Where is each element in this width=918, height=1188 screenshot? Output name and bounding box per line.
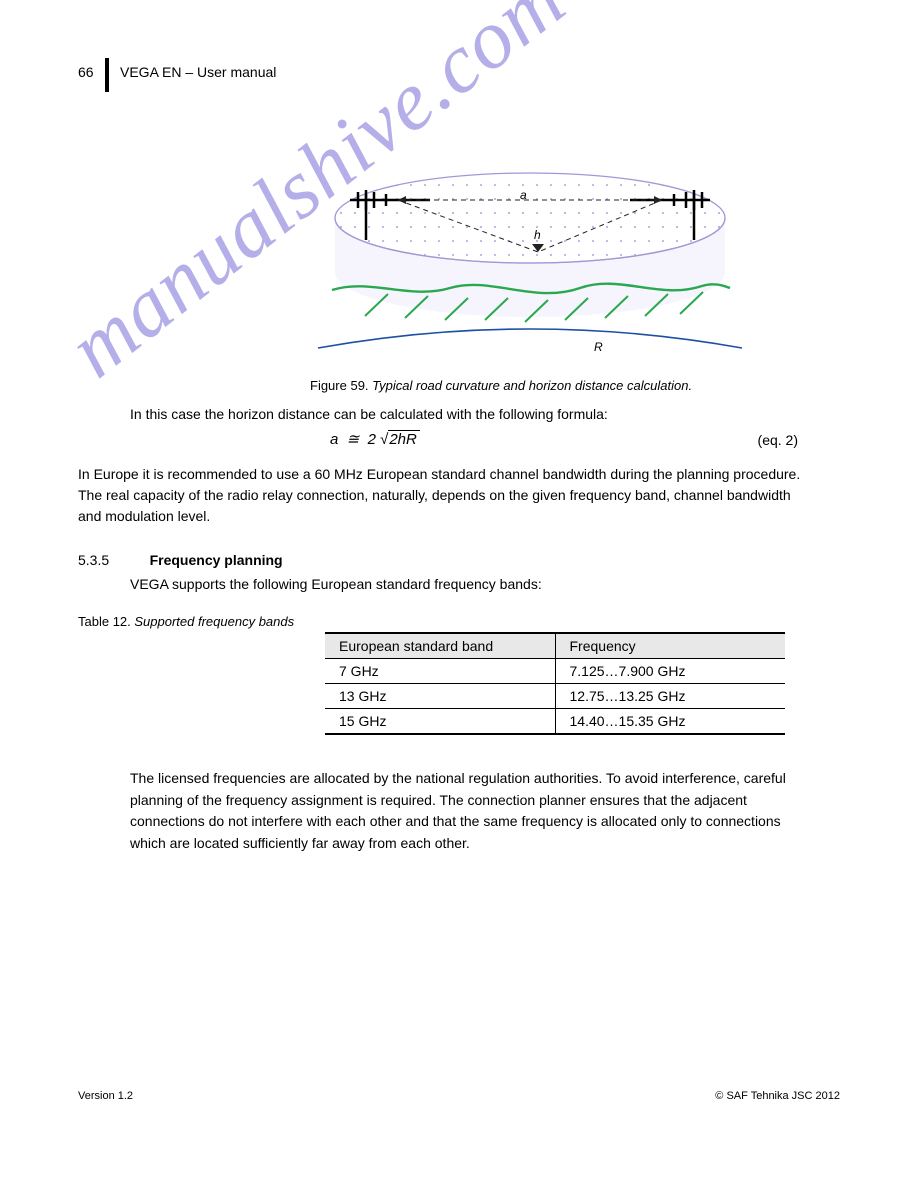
figure-caption: Figure 59. Typical road curvature and ho… <box>310 378 692 393</box>
table-caption: Table 12. Supported frequency bands <box>78 614 294 629</box>
header-page-number: 66 <box>78 64 94 80</box>
table-row: 13 GHz 12.75…13.25 GHz <box>325 684 785 709</box>
formula-horizon: a ≅ 2 √2hR <box>330 430 420 448</box>
paragraph-licensing: The licensed frequencies are allocated b… <box>130 768 820 855</box>
formula-lhs: a <box>330 431 338 448</box>
formula-radicand: 2hR <box>388 430 420 448</box>
footer-copyright: © SAF Tehnika JSC 2012 <box>715 1090 840 1102</box>
table-header-row: European standard band Frequency <box>325 633 785 659</box>
figure-label-h: h <box>534 228 541 242</box>
table-caption-text: Supported frequency bands <box>134 614 294 629</box>
formula-const: 2 <box>368 431 376 448</box>
paragraph-supports: VEGA supports the following European sta… <box>130 576 820 592</box>
table-col-freq: Frequency <box>555 633 785 659</box>
figure-label-r: R <box>594 340 603 354</box>
figure-caption-number: Figure 59. <box>310 378 369 393</box>
section-number: 5.3.5 <box>78 552 109 568</box>
header-doc-title: VEGA EN – User manual <box>120 64 276 80</box>
table-cell: 7.125…7.900 GHz <box>555 659 785 684</box>
figure-caption-text: Typical road curvature and horizon dista… <box>372 378 692 393</box>
paragraph-intro-formula: In this case the horizon distance can be… <box>130 404 810 426</box>
figure-horizon-diagram <box>310 140 750 370</box>
table-cell: 7 GHz <box>325 659 555 684</box>
table-cell: 14.40…15.35 GHz <box>555 709 785 735</box>
frequency-table: European standard band Frequency 7 GHz 7… <box>325 632 785 735</box>
table-cell: 12.75…13.25 GHz <box>555 684 785 709</box>
table-row: 7 GHz 7.125…7.900 GHz <box>325 659 785 684</box>
table-cell: 15 GHz <box>325 709 555 735</box>
equation-number: (eq. 2) <box>758 432 798 448</box>
table-caption-number: Table 12. <box>78 614 131 629</box>
table-col-band: European standard band <box>325 633 555 659</box>
table-cell: 13 GHz <box>325 684 555 709</box>
figure-label-a: a <box>520 188 527 202</box>
footer-version: Version 1.2 <box>78 1090 133 1102</box>
header-divider <box>105 58 109 92</box>
section-heading: 5.3.5 Frequency planning <box>78 552 808 570</box>
table-row: 15 GHz 14.40…15.35 GHz <box>325 709 785 735</box>
section-title: Frequency planning <box>150 552 283 568</box>
page-footer: Version 1.2 © SAF Tehnika JSC 2012 <box>78 1090 840 1102</box>
paragraph-bandwidth: In Europe it is recommended to use a 60 … <box>78 464 808 527</box>
